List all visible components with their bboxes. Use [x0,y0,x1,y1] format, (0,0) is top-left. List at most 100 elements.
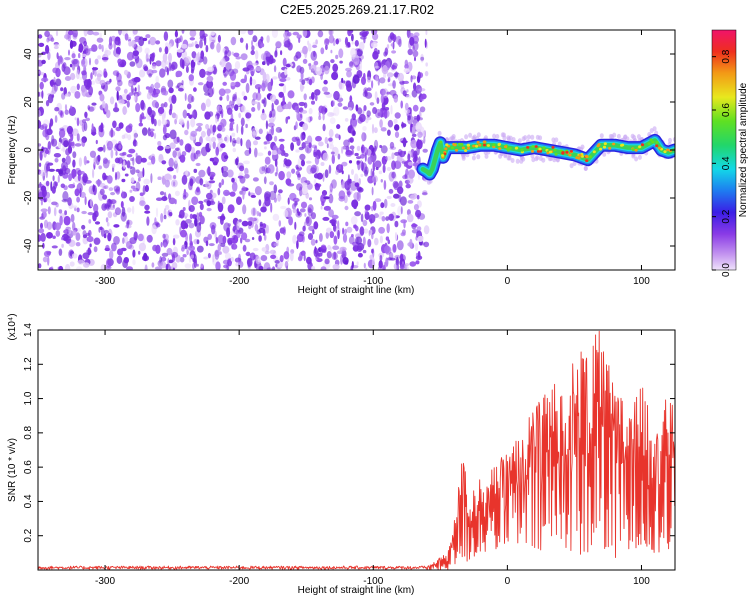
noise-speck [362,219,368,227]
noise-speck [69,39,74,49]
noise-speck [95,139,98,145]
signal-peak-speck [612,142,616,146]
noise-speck [182,254,187,258]
noise-speck [308,142,312,149]
noise-speck [71,59,78,65]
signal-peak-speck [578,154,582,157]
noise-speck [366,110,371,117]
noise-speck [262,223,267,229]
noise-speck [324,107,328,113]
noise-speck [220,118,227,128]
track-halo-speck [476,132,481,138]
noise-speck [273,65,277,73]
noise-speck [379,254,383,262]
noise-speck [162,52,168,63]
noise-speck [311,64,317,72]
noise-speck [107,211,113,219]
noise-speck [215,115,218,124]
noise-speck [373,213,379,219]
noise-speck [99,93,105,102]
noise-speck [204,92,211,96]
noise-speck [203,35,207,46]
noise-speck [174,30,178,38]
noise-speck [274,260,280,264]
noise-speck [324,258,330,265]
noise-speck [337,220,340,230]
noise-speck [418,88,426,92]
colorbar: 0.0 0.2 0.4 0.6 0.8 Normalized spectral ampl… [711,29,749,277]
noise-speck [181,80,184,86]
noise-speck [195,53,200,62]
noise-speck [82,252,90,260]
noise-speck [154,217,157,225]
noise-speck [318,105,325,114]
noise-speck [235,56,241,60]
noise-speck [93,203,99,213]
noise-speck [350,47,357,58]
noise-speck [151,262,155,268]
noise-speck [121,155,125,159]
noise-speck [135,58,143,69]
noise-speck [371,80,374,89]
noise-speck [322,86,328,92]
noise-speck [163,208,167,217]
noise-speck [326,251,332,259]
noise-speck [398,180,403,189]
noise-speck [210,136,217,143]
noise-speck [411,223,418,228]
noise-speck [207,233,212,240]
noise-speck [126,160,131,169]
noise-speck [346,70,352,78]
noise-speck [71,253,78,259]
noise-speck [109,206,116,211]
noise-speck [163,31,169,41]
noise-speck [185,219,192,224]
signal-peak-speck [498,147,502,151]
noise-speck [173,234,180,239]
noise-speck [416,114,420,122]
noise-speck [206,167,210,175]
noise-speck [381,215,386,222]
noise-speck [184,263,192,269]
noise-speck [272,213,280,221]
noise-speck [252,130,256,139]
noise-speck [40,208,48,213]
noise-speck [375,166,379,171]
noise-speck [252,62,259,66]
noise-speck [109,78,112,83]
noise-speck [256,229,262,235]
noise-speck [251,127,258,136]
y-tick-label: 1.2 [23,357,34,371]
track-halo-speck [572,161,577,166]
noise-speck [269,181,274,186]
noise-speck [41,59,46,65]
noise-speck [159,68,166,78]
noise-speck [68,49,70,56]
noise-speck [113,236,120,245]
track-halo-speck [612,132,617,138]
noise-speck [381,65,389,75]
noise-speck [265,120,268,130]
snr-x-label: Height of straight line (km) [298,585,415,596]
signal-peak-speck [453,143,457,147]
noise-speck [68,106,76,117]
noise-speck [196,263,199,267]
signal-peak-speck [475,144,479,148]
track-halo-speck [506,135,511,141]
noise-speck [126,241,133,249]
noise-speck [69,72,76,81]
noise-speck [212,141,216,150]
noise-speck [240,125,244,135]
noise-speck [423,225,430,235]
noise-speck [283,209,289,218]
noise-speck [72,159,76,168]
signal-peak-speck [640,143,645,147]
noise-speck [116,90,119,101]
noise-speck [230,256,234,262]
noise-speck [199,178,204,186]
noise-speck [296,240,299,250]
noise-speck [374,65,380,69]
noise-speck [148,73,152,78]
noise-speck [58,209,63,214]
noise-speck [231,51,234,56]
